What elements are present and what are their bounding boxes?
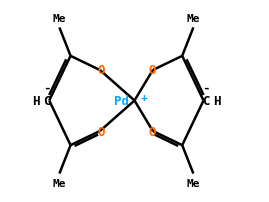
- Text: C: C: [203, 95, 210, 107]
- Text: Me: Me: [53, 178, 66, 188]
- Text: O: O: [97, 126, 105, 139]
- Text: C: C: [43, 95, 50, 107]
- Text: Me: Me: [187, 178, 200, 188]
- Text: -: -: [203, 81, 210, 94]
- Text: Pd: Pd: [114, 95, 129, 107]
- Text: H: H: [33, 95, 40, 107]
- Text: Me: Me: [187, 14, 200, 24]
- Text: H: H: [213, 95, 220, 107]
- Text: O: O: [148, 126, 155, 139]
- Text: O: O: [97, 63, 105, 76]
- Text: -: -: [43, 81, 50, 94]
- Text: O: O: [148, 63, 155, 76]
- Text: +: +: [141, 93, 147, 103]
- Text: Me: Me: [53, 14, 66, 24]
